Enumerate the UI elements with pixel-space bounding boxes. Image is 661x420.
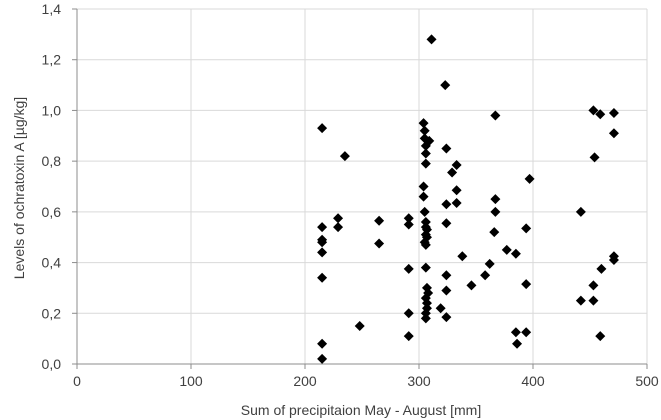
data-point: [317, 338, 328, 349]
data-point: [521, 223, 532, 234]
data-point: [317, 247, 328, 258]
data-point: [403, 263, 414, 274]
data-point: [333, 222, 344, 233]
data-point: [374, 215, 385, 226]
data-point: [521, 327, 532, 338]
data-point: [451, 197, 462, 208]
data-point: [317, 237, 328, 248]
data-point: [501, 244, 512, 255]
data-point: [588, 295, 599, 306]
data-point: [339, 151, 350, 162]
y-tick-label: 0,4: [42, 255, 62, 271]
data-point: [420, 262, 431, 273]
y-tick-label: 0,6: [42, 204, 62, 220]
x-tick-label: 200: [293, 373, 317, 389]
data-point: [441, 285, 452, 296]
data-point: [512, 338, 523, 349]
x-tick-label: 300: [407, 373, 431, 389]
data-point: [420, 239, 431, 250]
data-point: [451, 159, 462, 170]
data-point: [441, 218, 452, 229]
data-point: [403, 213, 414, 224]
data-point: [420, 148, 431, 159]
data-point: [490, 194, 501, 205]
data-point: [403, 219, 414, 230]
data-point: [441, 270, 452, 281]
data-point: [317, 123, 328, 134]
gridlines: [77, 8, 648, 364]
x-tick-label: 500: [635, 373, 659, 389]
data-point: [510, 248, 521, 259]
data-point: [424, 135, 435, 146]
data-point: [403, 331, 414, 342]
x-tick-label: 0: [73, 373, 81, 389]
data-point: [589, 152, 600, 163]
data-point: [441, 199, 452, 210]
data-point: [420, 308, 431, 319]
data-point: [490, 110, 501, 121]
axes: [72, 8, 648, 369]
data-point: [521, 279, 532, 290]
data-point: [354, 320, 365, 331]
y-tick-label: 1,0: [42, 102, 62, 118]
y-tick-label: 0,8: [42, 153, 62, 169]
data-point: [596, 263, 607, 274]
x-tick-label: 400: [521, 373, 545, 389]
data-point: [489, 227, 500, 238]
data-point: [466, 280, 477, 291]
data-point: [333, 213, 344, 224]
tick-labels: 0 100 200 300 400 500 0,0 0,2 0,4 0,6 0,8 1,0 1,2 1,4: [42, 1, 659, 389]
data-point: [317, 353, 328, 364]
data-point: [403, 308, 414, 319]
data-point: [435, 303, 446, 314]
data-point: [447, 167, 458, 178]
data-point: [588, 105, 599, 116]
x-tick-label: 100: [179, 373, 203, 389]
data-point: [441, 143, 452, 154]
data-point: [575, 206, 586, 217]
y-axis-title: Levels of ochratoxin A [µg/kg]: [11, 97, 27, 279]
data-point: [420, 217, 431, 227]
data-point: [418, 191, 429, 202]
data-point: [451, 185, 462, 196]
y-tick-label: 0,0: [42, 356, 62, 372]
data-point: [441, 312, 452, 323]
y-tick-label: 1,2: [42, 52, 62, 68]
data-point: [608, 128, 619, 139]
data-point: [595, 109, 606, 120]
data-point: [317, 222, 328, 233]
data-point: [484, 258, 495, 269]
data-point: [419, 206, 430, 217]
data-point: [420, 313, 431, 324]
data-point: [510, 327, 521, 338]
data-point: [420, 158, 431, 169]
data-point: [457, 251, 468, 262]
data-point: [418, 181, 429, 192]
data-point: [419, 125, 430, 136]
data-point: [418, 118, 429, 129]
x-axis-title: Sum of precipitaion May - August [mm]: [241, 402, 481, 418]
data-point: [440, 80, 451, 91]
data-point: [480, 270, 491, 281]
data-point: [595, 331, 606, 342]
data-point: [575, 295, 586, 306]
data-point: [374, 238, 385, 249]
data-point: [421, 298, 432, 309]
data-point: [317, 272, 328, 283]
data-point: [426, 34, 437, 45]
data-point: [608, 255, 619, 266]
data-points: [317, 34, 619, 364]
data-point: [490, 206, 501, 217]
y-tick-label: 0,2: [42, 305, 62, 321]
data-point: [588, 280, 599, 291]
data-point: [608, 107, 619, 118]
data-point: [524, 173, 535, 184]
y-tick-label: 1,4: [42, 1, 62, 17]
